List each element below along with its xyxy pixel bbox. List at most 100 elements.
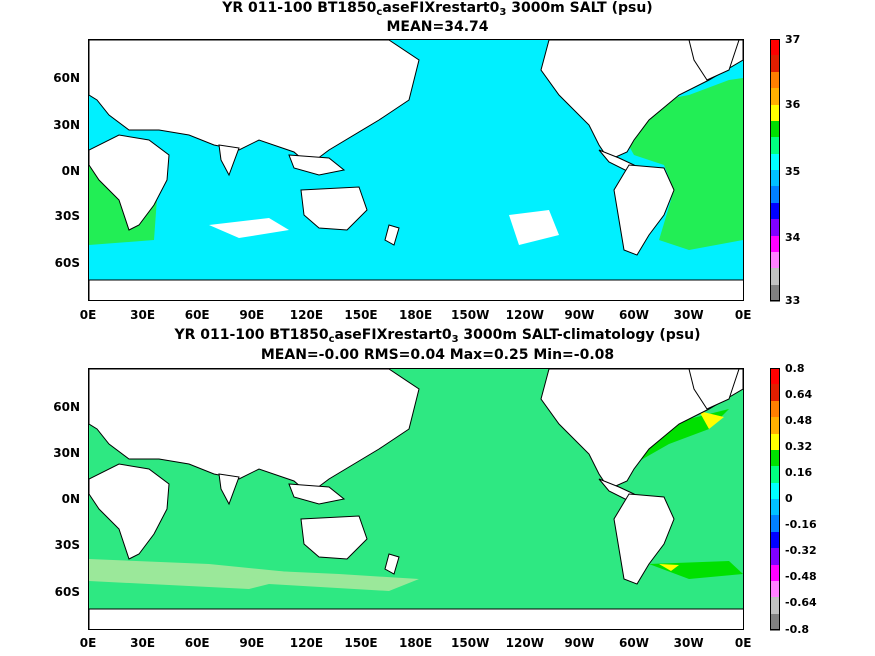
land-mass — [218, 144, 240, 177]
lon-label: 0E — [734, 308, 752, 322]
colorbar-segment — [770, 88, 780, 105]
colorbar-segment — [770, 597, 780, 615]
colorbar-segment — [770, 137, 780, 155]
colorbar-segment — [770, 39, 780, 56]
panel-2-title-line1: YR 011-100 BT1850caseFIXrestart03 3000m … — [174, 327, 701, 345]
colorbar-segment — [770, 368, 780, 385]
colorbar-segment — [770, 531, 780, 549]
panel-2-colorbar-label: 0 — [785, 492, 793, 505]
land-mass — [613, 164, 675, 256]
colorbar-segment — [770, 499, 780, 516]
land-mass — [384, 553, 400, 575]
lon-label: 120E — [289, 636, 324, 650]
colorbar-segment — [770, 417, 780, 434]
panel-2-lat-label: 60N — [53, 400, 80, 414]
panel-1-lat-label: 60S — [54, 256, 80, 270]
land-mass — [384, 224, 400, 246]
colorbar-segment — [770, 548, 780, 565]
colorbar-segment — [770, 268, 780, 286]
lon-label: 120E — [289, 308, 324, 322]
panel-1-colorbar — [770, 39, 780, 302]
panel-1-lat-label: 30S — [54, 209, 80, 223]
lon-label: 150E — [344, 636, 378, 650]
land-mass — [89, 608, 743, 629]
panel-2-lat-label: 30S — [54, 538, 80, 552]
lon-label: 120W — [505, 308, 544, 322]
panel-2-colorbar-label: -0.64 — [785, 596, 817, 609]
colorbar-segment — [770, 120, 780, 138]
panel-1-lat-label: 60N — [53, 71, 80, 85]
map-canvas — [89, 369, 743, 629]
land-mass — [89, 279, 743, 300]
panel-2-lat-label: 60S — [54, 585, 80, 599]
panel-1-title-line2: MEAN=34.74 — [386, 19, 489, 35]
colorbar-segment — [770, 202, 780, 220]
land-mass — [288, 483, 346, 505]
anomaly-patch — [659, 564, 679, 571]
land-mass — [688, 369, 740, 410]
lon-label: 60E — [184, 308, 210, 322]
colorbar-frame — [770, 368, 780, 630]
lon-label: 180E — [398, 308, 433, 322]
lon-label: 90W — [564, 308, 595, 322]
colorbar-segment — [770, 235, 780, 253]
panel-2-title-line2: MEAN=-0.00 RMS=0.04 Max=0.25 Min=-0.08 — [260, 347, 615, 363]
anomaly-patch — [699, 411, 724, 429]
lon-label: 90W — [564, 636, 595, 650]
anomaly-patch — [229, 569, 419, 591]
panel-1-colorbar-label: 35 — [785, 165, 801, 178]
land-mass — [540, 369, 743, 490]
panel-2-colorbar-label: 0.32 — [785, 440, 813, 453]
panel-2-colorbar — [770, 368, 780, 631]
lon-label: 30W — [673, 636, 704, 650]
land-mass — [688, 40, 740, 81]
lon-label: 60E — [184, 636, 210, 650]
anomaly-patch — [209, 218, 289, 238]
land-mass — [300, 186, 368, 231]
lon-label: 30E — [130, 308, 156, 322]
lon-label: 60W — [619, 636, 649, 650]
panel-2-map — [88, 368, 744, 630]
colorbar-segment — [770, 153, 780, 171]
panel-1-colorbar-label: 37 — [785, 33, 801, 46]
colorbar-frame — [770, 39, 780, 301]
land-mass — [613, 493, 675, 585]
lon-label: 0E — [734, 636, 752, 650]
land-mass — [300, 515, 368, 560]
panel-2-colorbar-label: 0.64 — [785, 388, 813, 401]
panel-1-lat-label: 0N — [61, 164, 80, 178]
land-mass — [89, 40, 420, 166]
panel-2-colorbar-label: 0.48 — [785, 414, 813, 427]
land-mass — [540, 40, 743, 161]
lon-label: 120W — [505, 636, 544, 650]
colorbar-segment — [770, 400, 780, 418]
panel-2-colorbar-label: 0.8 — [785, 362, 805, 375]
panel-1-map — [88, 39, 744, 301]
colorbar-segment — [770, 219, 780, 236]
lon-label: 30W — [673, 308, 704, 322]
panel-2-colorbar-label: -0.16 — [785, 518, 817, 531]
panel-2-colorbar-label: 0.16 — [785, 466, 813, 479]
panel-2-colorbar-label: -0.8 — [785, 623, 810, 636]
panel-2-colorbar-label: -0.48 — [785, 570, 817, 583]
panel-1-colorbar-label: 34 — [785, 231, 801, 244]
colorbar-segment — [770, 71, 780, 89]
panel-1-lat-label: 30N — [53, 118, 80, 132]
land-mass — [89, 134, 170, 231]
colorbar-segment — [770, 284, 780, 302]
colorbar-segment — [770, 564, 780, 582]
colorbar-segment — [770, 613, 780, 631]
colorbar-segment — [770, 170, 780, 187]
lon-label: 60W — [619, 308, 649, 322]
colorbar-segment — [770, 104, 780, 122]
lon-label: 30E — [130, 636, 156, 650]
panel-1-colorbar-label: 36 — [785, 98, 801, 111]
land-mass — [89, 369, 420, 495]
lon-label: 150W — [451, 636, 490, 650]
colorbar-segment — [770, 55, 780, 73]
lon-label: 180E — [398, 636, 433, 650]
colorbar-segment — [770, 466, 780, 484]
land-mass — [218, 473, 240, 506]
panel-2-colorbar-label: -0.32 — [785, 544, 817, 557]
land-mass — [288, 154, 346, 176]
